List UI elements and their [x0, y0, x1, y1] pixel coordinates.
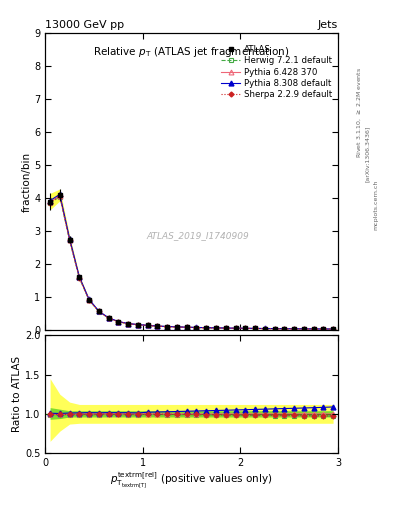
Text: Relative $p_{\mathrm{T}}$ (ATLAS jet fragmentation): Relative $p_{\mathrm{T}}$ (ATLAS jet fra… [94, 45, 290, 59]
Text: mcplots.cern.ch: mcplots.cern.ch [373, 180, 378, 230]
Text: Jets: Jets [318, 20, 338, 31]
Text: Rivet 3.1.10, $\geq$ 2.2M events: Rivet 3.1.10, $\geq$ 2.2M events [356, 67, 363, 158]
Text: 13000 GeV pp: 13000 GeV pp [45, 20, 124, 31]
Y-axis label: fraction/bin: fraction/bin [21, 152, 31, 212]
Text: ATLAS_2019_I1740909: ATLAS_2019_I1740909 [146, 231, 249, 240]
Text: [arXiv:1306.3436]: [arXiv:1306.3436] [365, 125, 370, 182]
X-axis label: $p_{\mathrm{T}_{\mathrm{textrm[T]}}}^{\mathrm{textrm[rel]}}$ (positive values on: $p_{\mathrm{T}_{\mathrm{textrm[T]}}}^{\m… [110, 471, 273, 490]
Y-axis label: Ratio to ATLAS: Ratio to ATLAS [12, 356, 22, 432]
Legend: ATLAS, Herwig 7.2.1 default, Pythia 6.428 370, Pythia 8.308 default, Sherpa 2.2.: ATLAS, Herwig 7.2.1 default, Pythia 6.42… [220, 44, 334, 100]
